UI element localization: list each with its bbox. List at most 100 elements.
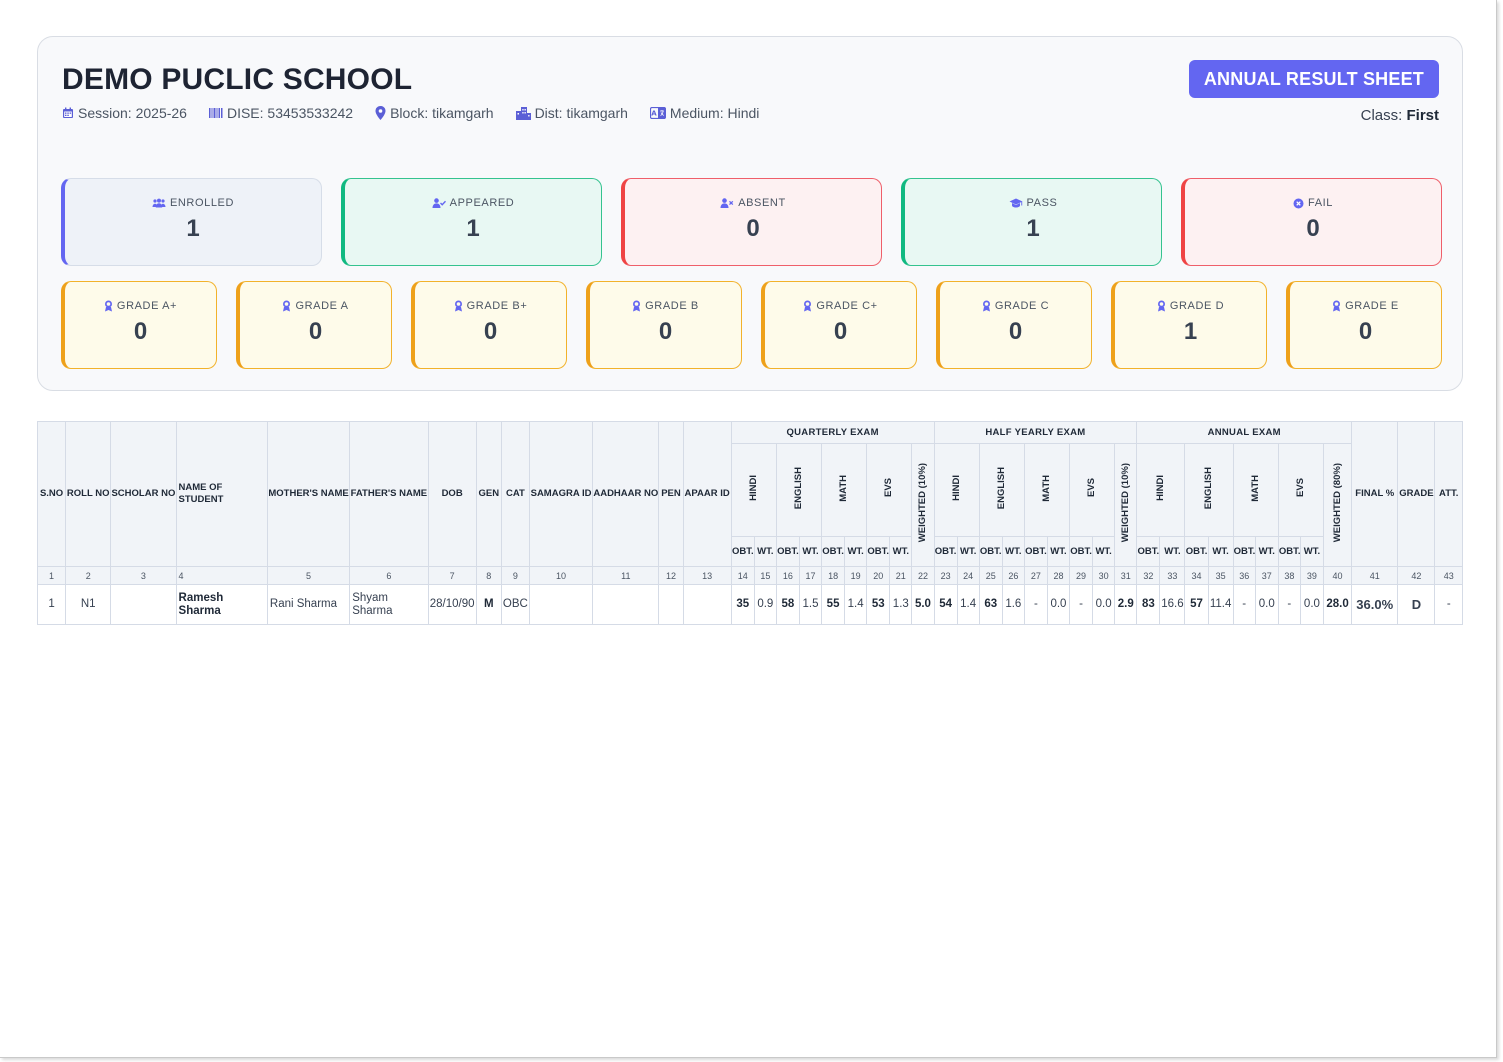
col-apaar-id: APAAR ID xyxy=(682,421,732,567)
column-number: 34 xyxy=(1184,566,1209,585)
grade-b-value: 0 xyxy=(658,318,673,345)
column-number: 32 xyxy=(1136,566,1161,585)
grade-a-plus-label: GRADE A+ xyxy=(116,300,178,312)
award-icon xyxy=(1332,300,1341,312)
wt-header: WT. xyxy=(889,536,913,567)
stat-enrolled-value: 1 xyxy=(186,215,200,242)
dist-text: Dist: tikamgarh xyxy=(534,105,628,121)
h-subject-english: ENGLISH xyxy=(978,443,1025,537)
x-circle-icon xyxy=(1293,198,1304,209)
cell-q-math-obt: 55 xyxy=(821,584,846,625)
cell-roll-no: N1 xyxy=(65,584,112,625)
cell-q-hindi-obt: 35 xyxy=(730,584,755,625)
cell-h-weighted: 2.9 xyxy=(1114,584,1138,625)
school-name: DEMO PUCLIC SCHOOL xyxy=(62,63,413,96)
cell-a-hindi-obt: 83 xyxy=(1136,584,1161,625)
obt-header: OBT. xyxy=(978,536,1003,567)
wt-header: WT. xyxy=(1001,536,1025,567)
result-table-container: S.NO ROLL NO SCHOLAR NO NAME OF STUDENT … xyxy=(36,421,1463,625)
wt-header: WT. xyxy=(844,536,868,567)
column-number: 29 xyxy=(1069,566,1094,585)
cell-pen xyxy=(658,584,684,625)
stat-enrolled: ENROLLED 1 xyxy=(61,178,322,266)
grade-c-plus-label: GRADE C+ xyxy=(816,300,878,312)
stat-pass-value: 1 xyxy=(1026,215,1040,242)
user-x-icon xyxy=(720,198,734,208)
column-number: 1 xyxy=(36,566,67,585)
wt-header: WT. xyxy=(1046,536,1071,567)
session-info: Session: 2025-26 xyxy=(62,105,187,121)
calendar-icon xyxy=(62,107,74,119)
grades-row: GRADE A+ 0 GRADE A 0 GRADE B+ 0 GRADE B … xyxy=(61,281,1442,369)
column-number: 4 xyxy=(175,566,268,585)
column-number: 17 xyxy=(798,566,823,585)
cell-gender: M xyxy=(475,584,502,625)
column-number: 6 xyxy=(349,566,429,585)
grade-a-card: GRADE A 0 xyxy=(236,281,392,369)
school-header-card: DEMO PUCLIC SCHOOL Session: 2025-26 DISE… xyxy=(37,36,1463,391)
column-number: 20 xyxy=(866,566,891,585)
grade-d-value: 1 xyxy=(1183,318,1198,345)
column-number: 28 xyxy=(1046,566,1071,585)
column-number: 27 xyxy=(1023,566,1048,585)
column-number: 12 xyxy=(658,566,684,585)
grade-a-label: GRADE A xyxy=(295,300,349,312)
block-text: Block: tikamgarh xyxy=(390,105,494,121)
cell-h-english-obt: 63 xyxy=(978,584,1003,625)
h-weighted: WEIGHTED (10%) xyxy=(1114,443,1138,567)
cell-father-name: Shyam Sharma xyxy=(349,584,429,625)
column-number: 5 xyxy=(266,566,351,585)
cell-a-english-obt: 57 xyxy=(1184,584,1209,625)
group-annual-exam: ANNUAL EXAM xyxy=(1136,421,1353,444)
column-number: 8 xyxy=(475,566,502,585)
medium-info: A Medium: Hindi xyxy=(649,105,760,121)
cell-attendance: - xyxy=(1434,584,1463,625)
stat-fail-label: FAIL xyxy=(1307,197,1334,209)
wt-header: WT. xyxy=(1299,536,1324,567)
grade-e-card: GRADE E 0 xyxy=(1286,281,1442,369)
dise-text: DISE: 53453533242 xyxy=(226,105,354,121)
column-number: 7 xyxy=(427,566,477,585)
dist-info: Dist: tikamgarh xyxy=(515,105,628,121)
grade-b-label: GRADE B xyxy=(645,300,699,312)
col-sno: S.NO xyxy=(36,421,67,567)
graduation-cap-icon xyxy=(1009,198,1023,208)
obt-header: OBT. xyxy=(1232,536,1256,567)
result-table: S.NO ROLL NO SCHOLAR NO NAME OF STUDENT … xyxy=(36,421,1463,625)
grade-b-plus-value: 0 xyxy=(483,318,498,345)
cell-q-hindi-wt: 0.9 xyxy=(753,584,777,625)
obt-header: OBT. xyxy=(933,536,958,567)
award-icon xyxy=(104,300,113,312)
col-pen: PEN xyxy=(658,421,684,567)
medium-text: Medium: Hindi xyxy=(669,105,760,121)
a-subject-hindi: HINDI xyxy=(1136,443,1186,537)
column-number: 39 xyxy=(1299,566,1324,585)
grade-d-card: GRADE D 1 xyxy=(1111,281,1267,369)
column-number: 18 xyxy=(821,566,846,585)
col-grade: GRADE xyxy=(1397,421,1436,567)
user-check-icon xyxy=(432,198,446,208)
cell-a-evs-obt: - xyxy=(1277,584,1301,625)
award-icon xyxy=(1157,300,1166,312)
cell-h-english-wt: 1.6 xyxy=(1001,584,1025,625)
grade-a-plus-card: GRADE A+ 0 xyxy=(61,281,217,369)
stat-fail-value: 0 xyxy=(1306,215,1320,242)
cell-a-hindi-wt: 16.6 xyxy=(1159,584,1186,625)
stat-absent-value: 0 xyxy=(746,215,760,242)
cell-samagra-id xyxy=(528,584,594,625)
cell-dob: 28/10/90 xyxy=(427,584,477,625)
cell-q-english-obt: 58 xyxy=(775,584,800,625)
cell-scholar-no xyxy=(110,584,177,625)
stat-enrolled-label: ENROLLED xyxy=(169,197,235,209)
stat-appeared-label: APPEARED xyxy=(449,197,515,209)
stats-row: ENROLLED 1 APPEARED 1 ABSENT 0 PASS 1 xyxy=(61,178,1442,266)
cell-aadhaar-no xyxy=(592,584,660,625)
column-number: 19 xyxy=(844,566,868,585)
column-number-row: 1 2 3 4 5 6 7 8 9 10 11 12 13 14 15 16 17 18 19 20 21 22 23 24 2… xyxy=(36,566,1463,585)
language-icon: A xyxy=(649,107,666,119)
h-subject-hindi: HINDI xyxy=(933,443,980,537)
column-number: 38 xyxy=(1277,566,1301,585)
grade-b-plus-label: GRADE B+ xyxy=(466,300,528,312)
col-aadhaar-no: AADHAAR NO xyxy=(592,421,660,567)
column-number: 10 xyxy=(528,566,594,585)
